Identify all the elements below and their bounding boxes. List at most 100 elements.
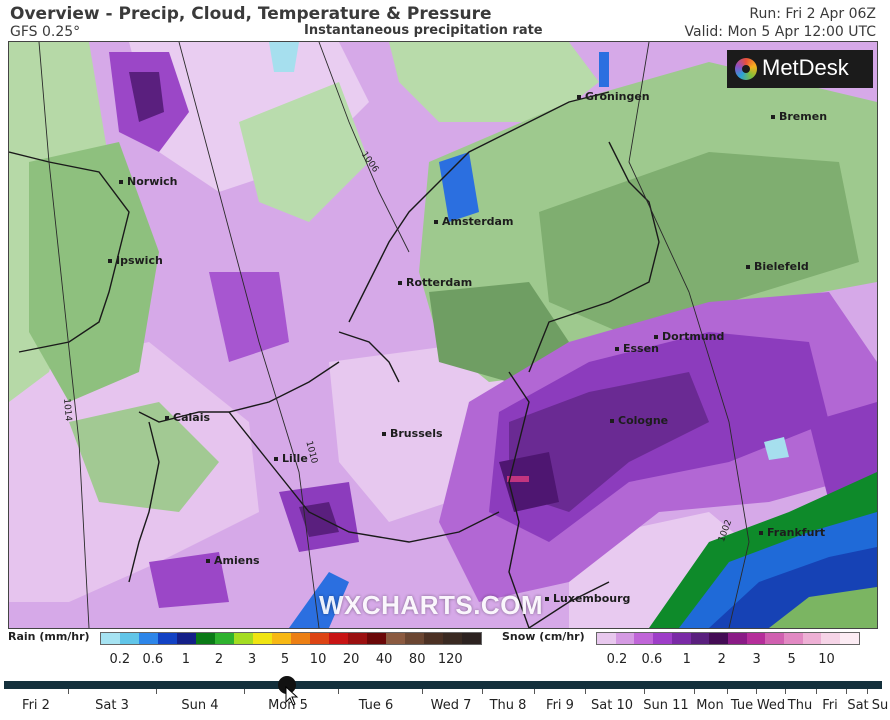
- model-name: GFS 0.25°: [10, 24, 81, 40]
- legend-tick-label: 2: [717, 652, 726, 667]
- legend-tick-label: 3: [247, 652, 257, 667]
- city-dot-icon: [615, 347, 619, 351]
- legend-color-swatch: [727, 633, 747, 644]
- rain-legend: Rain (mm/hr) 0.2 0.6 1 2 3 5 10 20 40 80 120: [8, 628, 488, 672]
- timeline-tick: [727, 689, 728, 694]
- legend-tick-label: 10: [818, 652, 835, 667]
- timeline-handle[interactable]: [278, 676, 296, 694]
- timeline-day-label[interactable]: Sat 10: [591, 698, 633, 713]
- timeline-tick: [68, 689, 69, 694]
- timeline-tick: [694, 689, 695, 694]
- legend-color-swatch: [253, 633, 272, 644]
- rain-color-bar: [100, 632, 482, 645]
- timeline-tick: [756, 689, 757, 694]
- legend-tick-label: 1: [682, 652, 691, 667]
- city-dot-icon: [382, 432, 386, 436]
- city-dot-icon: [434, 220, 438, 224]
- city-label: Bremen: [771, 110, 827, 123]
- timeline-day-label[interactable]: Sun 4: [181, 698, 219, 713]
- city-label: Luxembourg: [545, 592, 630, 605]
- timeline-day-label[interactable]: Thu: [787, 698, 813, 713]
- timeline-tick: [534, 689, 535, 694]
- legend-color-swatch: [709, 633, 728, 644]
- run-time: Run: Fri 2 Apr 06Z: [749, 6, 876, 22]
- legend-color-swatch: [272, 633, 291, 644]
- legend-color-swatch: [139, 633, 158, 644]
- legend-color-swatch: [821, 633, 841, 644]
- isobar-label: 1014: [61, 398, 73, 422]
- legend-color-swatch: [367, 633, 386, 644]
- legend-tick-label: 20: [342, 652, 360, 667]
- timeline-tick: [338, 689, 339, 694]
- timeline-day-label[interactable]: Mon 5: [268, 698, 308, 713]
- legend-color-swatch: [101, 633, 120, 644]
- timeline-tick: [585, 689, 586, 694]
- timeline-day-label[interactable]: Tue: [730, 698, 754, 713]
- legend-tick-label: 5: [280, 652, 290, 667]
- timeline-day-label[interactable]: Mon: [696, 698, 724, 713]
- valid-time: Valid: Mon 5 Apr 12:00 UTC: [684, 24, 876, 40]
- timeline-day-label[interactable]: Tue 6: [358, 698, 394, 713]
- city-dot-icon: [746, 265, 750, 269]
- legend-color-swatch: [802, 633, 822, 644]
- city-dot-icon: [545, 597, 549, 601]
- legend-color-swatch: [784, 633, 803, 644]
- city-dot-icon: [654, 335, 658, 339]
- city-label: Cologne: [610, 414, 668, 427]
- timeline-day-label[interactable]: Fri 2: [22, 698, 50, 713]
- timeline-tick: [244, 689, 245, 694]
- timeline-day-label[interactable]: Fri 9: [546, 698, 574, 713]
- city-label: Norwich: [119, 175, 177, 188]
- timeline-tick: [867, 689, 868, 694]
- legend-tick-label: 0.6: [641, 652, 663, 667]
- timeline-slider[interactable]: [4, 681, 882, 689]
- mouse-pointer-icon: [285, 686, 299, 706]
- city-dot-icon: [119, 180, 123, 184]
- timeline-day-label[interactable]: Sat: [847, 698, 869, 713]
- city-label: Bielefeld: [746, 260, 809, 273]
- timeline-day-label[interactable]: Wed 7: [430, 698, 472, 713]
- legend-color-swatch: [634, 633, 654, 644]
- city-label: Amiens: [206, 554, 260, 567]
- legend-tick-label: 0.2: [606, 652, 628, 667]
- legend-color-swatch: [615, 633, 635, 644]
- timeline-day-label[interactable]: Fri: [822, 698, 838, 713]
- legend-color-swatch: [348, 633, 367, 644]
- legend-color-swatch: [462, 633, 481, 644]
- legend-tick-label: 80: [408, 652, 426, 667]
- legend-color-swatch: [386, 633, 405, 644]
- city-label: Dortmund: [654, 330, 724, 343]
- timeline-day-label[interactable]: Wed: [756, 698, 786, 713]
- city-label: Amsterdam: [434, 215, 513, 228]
- timeline-day-label[interactable]: Sat 3: [95, 698, 129, 713]
- timeline-day-label[interactable]: Sun 11: [643, 698, 689, 713]
- city-dot-icon: [759, 531, 763, 535]
- legend-color-swatch: [120, 633, 139, 644]
- legend-tick-label: 3: [752, 652, 761, 667]
- timeline-tick: [816, 689, 817, 694]
- timeline-tick: [156, 689, 157, 694]
- legend-color-swatch: [443, 633, 462, 644]
- legend-tick-label: 120: [437, 652, 463, 667]
- city-label: Essen: [615, 342, 659, 355]
- city-dot-icon: [610, 419, 614, 423]
- legend-tick-label: 0.6: [142, 652, 164, 667]
- weather-map[interactable]: MetDesk 1006 1010 1014 1002 Groningen Br…: [8, 41, 878, 629]
- timeline-day-label[interactable]: Su: [871, 698, 889, 713]
- city-label: Groningen: [577, 90, 650, 103]
- timeline-tick: [422, 689, 423, 694]
- city-dot-icon: [398, 281, 402, 285]
- city-dot-icon: [206, 559, 210, 563]
- city-label: Brussels: [382, 427, 443, 440]
- legend-tick-label: 2: [214, 652, 224, 667]
- city-dot-icon: [165, 416, 169, 420]
- timeline-tick: [644, 689, 645, 694]
- legend-color-swatch: [215, 633, 234, 644]
- legend-color-swatch: [158, 633, 177, 644]
- city-label: Lille: [274, 452, 308, 465]
- city-dot-icon: [771, 115, 775, 119]
- timeline-tick: [846, 689, 847, 694]
- timeline-day-label[interactable]: Thu 8: [489, 698, 527, 713]
- legend-color-swatch: [310, 633, 329, 644]
- legend-color-swatch: [291, 633, 310, 644]
